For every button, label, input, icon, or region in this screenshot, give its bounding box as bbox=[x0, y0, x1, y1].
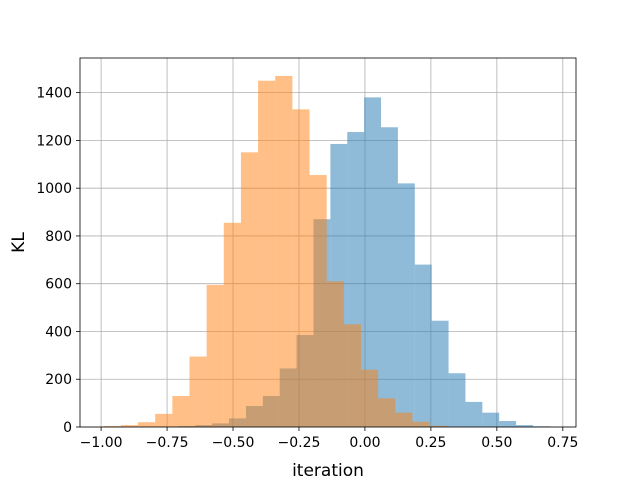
y-tick-label: 600 bbox=[45, 277, 72, 293]
y-tick-label: 1400 bbox=[36, 86, 72, 102]
histogram-bar-series-1 bbox=[381, 127, 398, 427]
histogram-bar-series-2 bbox=[395, 412, 413, 427]
histogram-bar-series-1 bbox=[499, 421, 517, 427]
x-tick-label: −1.00 bbox=[80, 435, 123, 451]
histogram-bar-series-2 bbox=[172, 395, 190, 427]
x-tick-label: 0.00 bbox=[349, 435, 380, 451]
histogram-bar-series-2 bbox=[309, 175, 327, 427]
histogram-bar-series-2 bbox=[292, 109, 310, 427]
histogram-bar-series-1 bbox=[482, 412, 500, 427]
histogram-bars bbox=[103, 75, 550, 428]
histogram-bar-series-1 bbox=[414, 264, 432, 427]
histogram-bar-series-2 bbox=[155, 413, 173, 427]
histogram-bar-series-2 bbox=[240, 152, 259, 427]
histogram-bar-series-1 bbox=[465, 401, 483, 427]
histogram-bar-series-2 bbox=[258, 80, 276, 427]
x-axis-title: iteration bbox=[292, 461, 364, 480]
histogram-bar-series-2 bbox=[138, 422, 156, 427]
y-tick-label: 800 bbox=[45, 229, 72, 245]
histogram-bar-series-2 bbox=[120, 425, 139, 427]
histogram-bar-series-2 bbox=[223, 222, 241, 427]
histogram-bar-series-2 bbox=[429, 425, 447, 427]
histogram-bar-series-2 bbox=[360, 369, 379, 427]
histogram-bar-series-2 bbox=[103, 426, 121, 427]
x-tick-label: 0.75 bbox=[547, 435, 578, 451]
y-tick-label: 0 bbox=[63, 420, 72, 436]
histogram-bar-series-1 bbox=[397, 183, 415, 427]
x-tick-label: 0.50 bbox=[481, 435, 512, 451]
plot-frame bbox=[79, 57, 577, 428]
y-tick-label: 1000 bbox=[36, 181, 72, 197]
histogram-bar-series-2 bbox=[275, 75, 293, 427]
histogram-bar-series-1 bbox=[364, 97, 382, 427]
histogram-bar-series-2 bbox=[378, 398, 396, 427]
histogram-bar-series-1 bbox=[448, 373, 466, 427]
histogram-bar-series-2 bbox=[326, 281, 344, 427]
y-axis: 0 200 400 600 800 1000 1200 1400 bbox=[36, 86, 80, 436]
x-tick-label: −0.25 bbox=[278, 435, 321, 451]
x-tick-label: 0.25 bbox=[415, 435, 446, 451]
x-tick-label: −0.50 bbox=[212, 435, 255, 451]
histogram-bar-series-2 bbox=[343, 324, 361, 427]
x-axis: −1.00 −0.75 −0.50 −0.25 0.00 0.25 0.50 0.75 bbox=[80, 427, 578, 451]
histogram-bar-series-2 bbox=[189, 356, 207, 427]
y-axis-title: KL bbox=[9, 232, 29, 253]
y-tick-label: 400 bbox=[45, 324, 72, 340]
x-tick-label: −0.75 bbox=[146, 435, 189, 451]
histogram-bar-series-1 bbox=[431, 320, 449, 427]
histogram-bar-series-2 bbox=[206, 284, 224, 427]
y-tick-label: 200 bbox=[45, 372, 72, 388]
histogram-bar-series-1 bbox=[516, 425, 533, 427]
histogram-bar-series-2 bbox=[412, 421, 430, 427]
y-tick-label: 1200 bbox=[36, 133, 72, 149]
